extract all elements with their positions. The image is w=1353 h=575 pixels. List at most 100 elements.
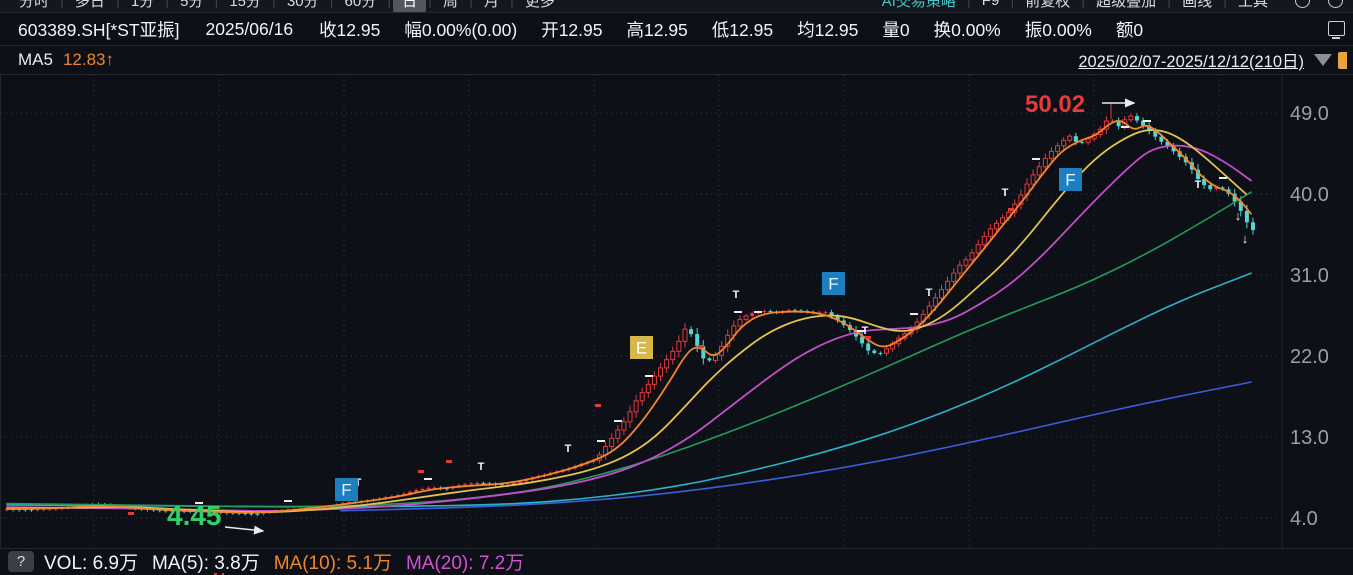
svg-text:F: F: [828, 275, 838, 294]
period-tab-bar: 分时 | 多日 | 1分 | 5分 | 15分 | 30分 | 60分 | 日 | 周 | 月 | 更多 AI交易策略 |…: [0, 0, 1353, 13]
tab-15分[interactable]: 15分: [229, 0, 262, 10]
volume-bar: [222, 573, 224, 575]
tab-separator: |: [214, 0, 219, 9]
tab-separator: |: [1010, 0, 1015, 9]
chevron-down-icon[interactable]: [1314, 54, 1332, 66]
svg-text:T: T: [478, 461, 485, 473]
y-axis-tick: 22.0: [1290, 346, 1329, 368]
svg-text:F: F: [1065, 171, 1075, 190]
tab-separator: |: [115, 0, 120, 9]
svg-text:↓: ↓: [1242, 231, 1249, 246]
quote-field-开: 开12.95: [541, 19, 603, 40]
signal-badge-F[interactable]: F: [1059, 168, 1082, 191]
svg-text:T: T: [1002, 187, 1009, 199]
menu-前复权[interactable]: 前复权: [1025, 0, 1071, 10]
tab-separator: |: [966, 0, 971, 9]
help-circle-icon[interactable]: [1328, 0, 1343, 8]
quote-field-振: 振0.00%: [1024, 19, 1092, 40]
ma-indicator-bar: MA5 12.83↑ 2025/02/07-2025/12/12(210日): [0, 46, 1353, 75]
y-axis-tick: 13.0: [1290, 427, 1329, 449]
volume-pane-sliver: [0, 573, 1353, 575]
quote-field-低: 低12.95: [711, 19, 774, 40]
quote-field-均: 均12.95: [797, 19, 859, 40]
side-panel-handle[interactable]: [1338, 51, 1347, 69]
menu-AI交易策略[interactable]: AI交易策略: [881, 0, 956, 10]
price-chart[interactable]: 49.0 40.0 31.0 22.0 13.0 4.0 T T T T T T T T ↓↓ 50.02 4.…: [0, 75, 1353, 548]
tab-分时[interactable]: 分时: [19, 0, 50, 10]
stock-code: 603389.SH[*ST亚振]: [18, 19, 180, 40]
svg-text:T: T: [355, 477, 362, 489]
tab-1分[interactable]: 1分: [130, 0, 155, 10]
period-tabs: 分时 | 多日 | 1分 | 5分 | 15分 | 30分 | 60分 | 日 | 周 | 月 | 更多: [10, 0, 564, 12]
volume-bar: [214, 573, 217, 575]
quote-field-量: 量0: [882, 19, 910, 40]
tab-separator: |: [329, 0, 334, 9]
vol-item-0: VOL: 6.9万: [44, 552, 138, 574]
svg-text:T: T: [1195, 179, 1202, 191]
tab-separator: |: [428, 0, 433, 9]
svg-text:F: F: [341, 481, 351, 500]
tab-30分[interactable]: 30分: [286, 0, 319, 10]
ma-line-MA250: [340, 381, 1252, 512]
quote-date: 2025/06/16: [205, 18, 294, 39]
ma-value: 12.83↑: [62, 50, 115, 69]
low-annotation: 4.45: [167, 500, 222, 531]
svg-text:T: T: [733, 289, 740, 301]
tab-separator: |: [1223, 0, 1227, 9]
menu-F9[interactable]: F9: [981, 0, 1000, 9]
tab-separator: |: [165, 0, 170, 9]
candlestick-svg: 49.0 40.0 31.0 22.0 13.0 4.0 T T T T T T T T ↓↓ 50.02 4.…: [1, 75, 1329, 548]
ma-line-MA60: [6, 191, 1252, 508]
high-annotation: 50.02: [1025, 91, 1085, 118]
tab-周[interactable]: 周: [443, 0, 459, 10]
toolbar-right: AI交易策略 | F9 | 前复权 | 超级叠加 | 画线 | 工具: [873, 0, 1343, 12]
tab-separator: |: [387, 0, 392, 9]
vol-item-3: MA(20): 7.2万: [405, 552, 525, 574]
tab-separator: |: [469, 0, 473, 9]
signal-badge-E[interactable]: E: [630, 336, 653, 359]
ma-line-MA10: [6, 129, 1247, 514]
svg-text:E: E: [636, 339, 647, 358]
svg-text:T: T: [926, 287, 933, 299]
ma-line-MA20: [6, 144, 1252, 512]
y-axis-tick: 31.0: [1290, 265, 1329, 287]
vol-item-1: MA(5): 3.8万: [152, 552, 260, 574]
y-axis-tick: 4.0: [1290, 508, 1318, 530]
vol-item-2: MA(10): 5.1万: [273, 552, 392, 574]
svg-text:T: T: [565, 443, 572, 455]
signal-badge-F[interactable]: F: [335, 478, 358, 501]
menu-画线[interactable]: 画线: [1182, 0, 1213, 10]
tab-separator: |: [1081, 0, 1086, 9]
quote-field-收: 收12.95: [319, 19, 381, 40]
signal-badge-F[interactable]: F: [822, 272, 845, 295]
tab-多日[interactable]: 多日: [74, 0, 105, 10]
quote-fields: 收12.95 幅0.00%(0.00) 开12.95 高12.95 低12.95 均12.…: [319, 17, 1167, 42]
tab-60分[interactable]: 60分: [344, 0, 377, 10]
tab-separator: |: [509, 0, 514, 9]
date-range-link[interactable]: 2025/02/07-2025/12/12(210日): [1078, 53, 1304, 71]
help-icon[interactable]: ?: [8, 550, 34, 572]
quote-field-幅: 幅0.00%(0.00): [404, 19, 518, 40]
tab-日[interactable]: 日: [393, 0, 427, 12]
tab-separator: |: [60, 0, 64, 9]
tab-月[interactable]: 月: [483, 0, 499, 10]
quote-bar: 603389.SH[*ST亚振] 2025/06/16 收12.95 幅0.00%…: [0, 13, 1353, 46]
quote-field-额: 额0: [1115, 19, 1144, 40]
volume-values: VOL: 6.9万 MA(5): 3.8万 MA(10): 5.1万 MA(20): …: [44, 548, 538, 575]
tab-5分[interactable]: 5分: [180, 0, 204, 10]
volume-indicator-bar: ? VOL: 6.9万 MA(5): 3.8万 MA(10): 5.1万 MA(20)…: [0, 548, 1353, 575]
tab-separator: |: [272, 0, 276, 9]
popout-window-icon[interactable]: [1328, 21, 1345, 39]
quote-field-高: 高12.95: [626, 19, 688, 40]
ma-label: MA5: [18, 50, 53, 69]
tab-更多[interactable]: 更多: [524, 0, 555, 10]
svg-text:T: T: [862, 325, 869, 337]
ma-line-MA5: [6, 120, 1252, 514]
menu-超级叠加[interactable]: 超级叠加: [1096, 0, 1157, 10]
ma-line-MA120: [6, 272, 1252, 508]
menu-工具[interactable]: 工具: [1237, 0, 1268, 10]
tab-separator: |: [1167, 0, 1172, 9]
y-axis-tick: 40.0: [1290, 184, 1329, 206]
y-axis-tick: 49.0: [1290, 103, 1329, 125]
headset-icon[interactable]: [1295, 0, 1310, 8]
